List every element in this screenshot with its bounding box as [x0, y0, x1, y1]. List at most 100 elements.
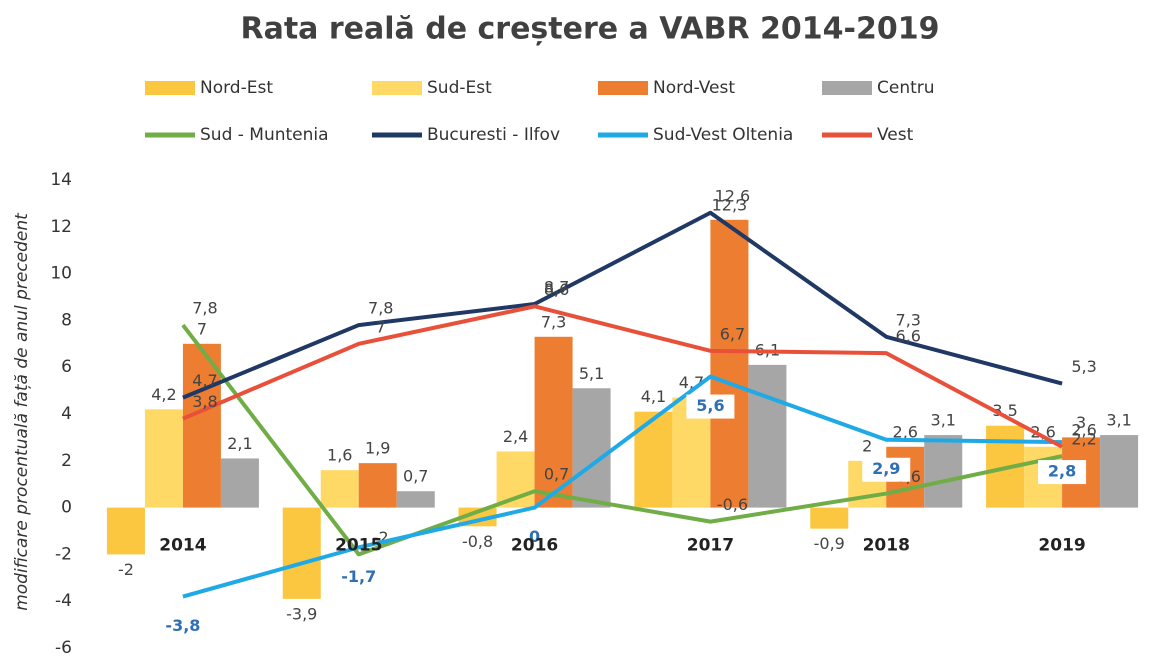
data-label: 8,7 — [544, 278, 569, 297]
bar — [320, 470, 359, 508]
bar — [810, 507, 849, 529]
legend-swatch — [598, 81, 648, 95]
data-label-box — [334, 565, 383, 590]
data-label: -2 — [118, 560, 134, 579]
y-tick-label: 2 — [61, 451, 72, 471]
data-label: 3,1 — [1106, 411, 1131, 430]
data-label: 0 — [529, 527, 540, 546]
y-tick-label: -6 — [55, 638, 72, 657]
data-label: 6,7 — [720, 324, 745, 343]
legend-label: Nord-Est — [200, 78, 273, 98]
data-label: 2,4 — [503, 427, 528, 446]
x-tick-label: 2019 — [1038, 536, 1085, 556]
data-label-box — [510, 525, 559, 550]
data-label: -0,8 — [462, 532, 493, 551]
bar — [282, 507, 321, 599]
chart-title: Rata reală de creștere a VABR 2014-2019 — [241, 12, 940, 47]
legend-label: Sud - Muntenia — [200, 125, 329, 145]
data-label: 2 — [862, 436, 872, 455]
data-label: -3,8 — [165, 616, 200, 635]
y-tick-label: -2 — [55, 544, 72, 564]
data-label: 3,5 — [992, 401, 1017, 420]
bar — [182, 343, 221, 508]
y-tick-label: 8 — [61, 310, 72, 330]
line — [181, 323, 1063, 557]
data-label: 12,3 — [712, 195, 748, 214]
data-label: -3,9 — [286, 604, 317, 623]
data-label: 5,6 — [696, 396, 724, 415]
legend-label: Centru — [877, 78, 935, 98]
legend-swatch — [372, 81, 422, 95]
x-tick-label: 2015 — [335, 536, 382, 556]
bar — [748, 364, 787, 508]
data-label-box — [1038, 460, 1087, 485]
data-label: 0,7 — [403, 467, 428, 486]
data-label: 3,1 — [931, 411, 956, 430]
data-label-box — [862, 457, 911, 482]
data-label: 2,6 — [893, 422, 918, 441]
data-label: 2,6 — [1071, 420, 1096, 439]
x-tick-label: 2018 — [863, 536, 910, 556]
legend-label: Bucuresti - Ilfov — [427, 125, 560, 145]
y-tick-label: -4 — [55, 591, 72, 611]
bar — [106, 507, 145, 555]
bar — [534, 336, 573, 508]
data-label: 7,8 — [192, 299, 217, 318]
data-label: 3 — [1076, 413, 1086, 432]
bar — [710, 219, 749, 508]
bar — [572, 388, 611, 508]
data-label: 0,7 — [544, 465, 569, 484]
data-label: -1,7 — [341, 567, 376, 586]
data-label: 2,1 — [227, 434, 252, 453]
data-label: 5,1 — [579, 364, 604, 383]
data-label: 1,6 — [327, 446, 352, 465]
data-label: 5,3 — [1071, 357, 1096, 376]
line — [182, 304, 1064, 449]
y-axis-label: modificare procentuală față de anul prec… — [12, 212, 32, 611]
x-tick-label: 2017 — [687, 536, 734, 556]
data-label: -0,9 — [814, 534, 845, 553]
data-label: 2,6 — [1030, 422, 1055, 441]
data-label: 8,6 — [544, 280, 569, 299]
data-label: 7,3 — [896, 310, 921, 329]
data-label: 2,9 — [872, 459, 900, 478]
data-label: 7,3 — [541, 312, 566, 331]
x-tick-label: 2016 — [511, 536, 558, 556]
bar — [924, 435, 963, 508]
bar — [358, 463, 397, 508]
x-tick-label: 2014 — [159, 536, 206, 556]
data-label: 4,1 — [641, 387, 666, 406]
data-label: 7,8 — [368, 299, 393, 318]
legend-label: Sud-Vest Oltenia — [653, 125, 793, 145]
line — [182, 210, 1063, 400]
bar — [144, 409, 183, 508]
y-tick-label: 0 — [61, 498, 72, 518]
bar — [220, 458, 259, 508]
legend-swatch — [145, 81, 195, 95]
y-tick-label: 4 — [61, 404, 72, 424]
y-tick-label: 10 — [50, 264, 72, 284]
y-tick-label: 6 — [61, 357, 72, 377]
legend-label: Vest — [877, 125, 914, 145]
data-label: 2,2 — [1071, 430, 1096, 449]
data-label: 12,6 — [715, 186, 751, 205]
bar — [634, 411, 673, 508]
line — [182, 374, 1063, 599]
data-label: 2,8 — [1048, 462, 1076, 481]
legend-label: Sud-Est — [427, 78, 492, 98]
data-label-box — [158, 614, 207, 639]
data-label: 4,7 — [192, 371, 217, 390]
legend-label: Nord-Vest — [653, 78, 735, 98]
data-label: 6,6 — [896, 327, 921, 346]
data-label: 7 — [197, 319, 207, 338]
data-label: -0,6 — [717, 495, 748, 514]
data-label: 1,9 — [365, 439, 390, 458]
legend-swatch — [822, 81, 872, 95]
bar — [1100, 435, 1139, 508]
data-label: 7 — [376, 317, 386, 336]
data-label: 4,2 — [151, 385, 176, 404]
y-tick-label: 14 — [50, 170, 72, 190]
y-tick-label: 12 — [50, 217, 72, 237]
data-label-box — [686, 394, 735, 419]
